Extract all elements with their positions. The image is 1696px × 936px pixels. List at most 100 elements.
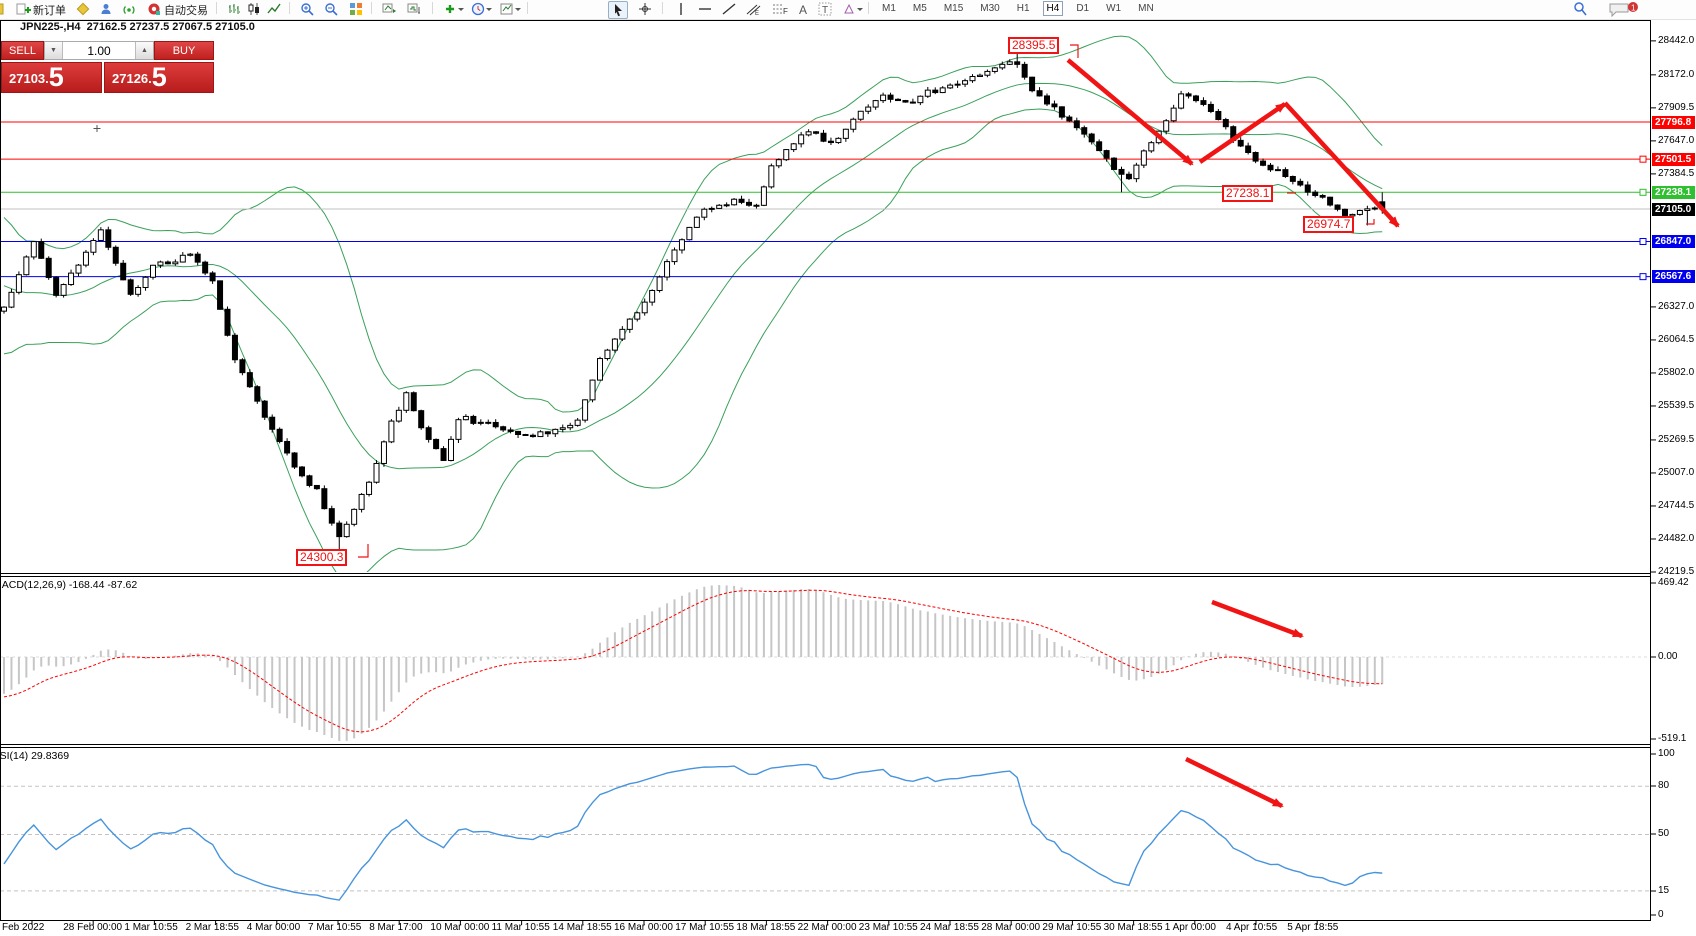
timeframe-W1[interactable]: W1: [1106, 3, 1122, 14]
timeframe-clock-icon[interactable]: [471, 1, 493, 17]
shapes-icon[interactable]: [842, 1, 864, 17]
search-icon[interactable]: [1572, 1, 1588, 17]
chat-icon[interactable]: 1: [1608, 1, 1642, 17]
time-axis-label: 28 Mar 00:00: [981, 922, 1041, 933]
fibonacci-icon[interactable]: F: [772, 1, 788, 17]
line-chart-icon[interactable]: [267, 1, 281, 17]
accounts-icon[interactable]: [99, 1, 113, 17]
text-icon[interactable]: A: [796, 1, 810, 17]
indicator-list-icon[interactable]: [500, 1, 522, 17]
macd-axis-label: 469.42: [1658, 577, 1689, 588]
crosshair-icon[interactable]: [638, 1, 652, 17]
cube-icon[interactable]: [76, 1, 90, 17]
time-axis-label: 28 Feb 00:00: [63, 922, 123, 933]
timeframe-H1[interactable]: H1: [1016, 3, 1030, 14]
buy-button[interactable]: BUY: [154, 41, 214, 60]
trendline-icon[interactable]: [722, 1, 736, 17]
rsi-axis-label: 0: [1658, 909, 1664, 920]
rsi-axis-label: 50: [1658, 828, 1670, 839]
rsi-axis-label: 100: [1658, 748, 1675, 759]
macd-axis-label: 0.00: [1658, 651, 1678, 662]
svg-text:T: T: [822, 5, 828, 16]
equidistant-channel-icon[interactable]: E: [746, 1, 761, 17]
price-callout-label: 24300.3: [296, 549, 348, 566]
toolbar-separator: [289, 2, 290, 14]
time-axis-label: 2 Mar 18:55: [185, 922, 239, 933]
timeframe-H4[interactable]: H4: [1042, 1, 1064, 16]
rsi-axis-label: 80: [1658, 780, 1670, 791]
macd-indicator-label: MACD(12,26,9) -168.44 -87.62: [0, 579, 138, 591]
time-axis-label: 4 Apr 10:55: [1226, 922, 1278, 933]
time-axis-label: 23 Mar 10:55: [858, 922, 918, 933]
bid-main-digits: 27103.: [9, 71, 49, 86]
time-axis-label: 1 Mar 10:55: [124, 922, 178, 933]
autotrade-icon[interactable]: [147, 1, 161, 17]
add-indicator-icon[interactable]: [443, 1, 465, 17]
price-callout-label: 26974.7: [1303, 216, 1355, 233]
ask-big-digit: 5: [151, 62, 167, 92]
autotrade-label[interactable]: 自动交易: [164, 5, 208, 17]
clipped-icon: [0, 1, 4, 17]
time-axis-label: 8 Mar 17:00: [369, 922, 423, 933]
price-axis-label: 24482.0: [1658, 532, 1695, 544]
time-axis-label: 1 Apr 00:00: [1164, 922, 1216, 933]
price-tag: 26847.0: [1652, 234, 1695, 248]
price-axis-label: 25539.5: [1658, 399, 1695, 411]
new-order-icon[interactable]: [16, 1, 31, 17]
price-axis-label: 25269.5: [1658, 433, 1695, 445]
one-click-trading-panel: SELL ▼ 1.00 ▲ BUY 27103. 5 27126. 5: [1, 41, 214, 93]
arrange-charts-icon[interactable]: [382, 1, 397, 17]
toolbar-separator: [371, 2, 372, 14]
timeframe-M5[interactable]: M5: [912, 3, 927, 14]
price-callout-label: 28395.5: [1008, 37, 1060, 54]
toolbar: 新订单 自动交易 E F A T M1 M5 M15 M30 H1 H4 D1 W1 M: [0, 0, 1696, 20]
price-tag: 26567.6: [1652, 270, 1695, 284]
volume-decrease-button[interactable]: ▼: [45, 42, 63, 59]
ask-main-digits: 27126.: [112, 71, 152, 86]
timeframe-D1[interactable]: D1: [1076, 3, 1090, 14]
tile-windows-icon[interactable]: [349, 1, 363, 17]
bid-big-digit: 5: [48, 62, 64, 92]
candle-chart-icon[interactable]: [247, 1, 261, 17]
volume-stepper: ▼ 1.00 ▲: [44, 41, 154, 60]
bid-price[interactable]: 27103. 5: [1, 62, 102, 93]
sell-button[interactable]: SELL: [1, 41, 44, 60]
timeframe-M15[interactable]: M15: [943, 3, 964, 14]
horizontal-line-icon[interactable]: [698, 1, 712, 17]
price-axis-label: 28172.0: [1658, 68, 1695, 80]
signal-icon[interactable]: [122, 1, 136, 17]
bar-chart-icon[interactable]: [227, 1, 241, 17]
timeframe-M30[interactable]: M30: [980, 3, 1000, 14]
timeframe-MN[interactable]: MN: [1138, 3, 1154, 14]
volume-value[interactable]: 1.00: [87, 43, 111, 58]
time-axis-label: 14 Mar 18:55: [552, 922, 612, 933]
timeframe-M1[interactable]: M1: [882, 3, 896, 14]
chart-ohlc-header: JPN225-,H4 27162.5 27237.5 27067.5 27105…: [20, 21, 255, 33]
time-axis-label: 4 Mar 00:00: [246, 922, 301, 933]
macd-axis-label: -519.1: [1658, 733, 1687, 744]
toolbar-separator: [527, 2, 528, 14]
cursor-icon[interactable]: [608, 1, 628, 19]
toolbar-separator: [868, 2, 869, 14]
zoom-out-icon[interactable]: [324, 1, 339, 17]
text-label-icon[interactable]: T: [818, 1, 833, 17]
svg-text:1: 1: [1631, 3, 1636, 12]
time-axis-label: 18 Mar 18:55: [736, 922, 796, 933]
step-chart-icon[interactable]: [407, 1, 422, 17]
svg-text:F: F: [783, 7, 788, 16]
symbol-period: JPN225-,H4: [20, 21, 81, 33]
time-axis-label: 5 Apr 18:55: [1287, 922, 1339, 933]
volume-increase-button[interactable]: ▲: [135, 42, 153, 59]
ask-price[interactable]: 27126. 5: [104, 62, 214, 93]
price-axis-label: 26064.5: [1658, 333, 1695, 345]
timeframe-bar: M1 M5 M15 M30 H1 H4 D1 W1 MN: [878, 1, 1158, 16]
new-order-label[interactable]: 新订单: [33, 5, 66, 17]
price-tag: 27105.0: [1652, 202, 1695, 216]
ohlc-values: 27162.5 27237.5 27067.5 27105.0: [86, 21, 255, 33]
vertical-line-icon[interactable]: [674, 1, 688, 17]
time-axis-label: 24 Mar 18:55: [920, 922, 979, 933]
price-callout-label: 27238.1: [1222, 185, 1274, 202]
zoom-in-icon[interactable]: [300, 1, 315, 17]
